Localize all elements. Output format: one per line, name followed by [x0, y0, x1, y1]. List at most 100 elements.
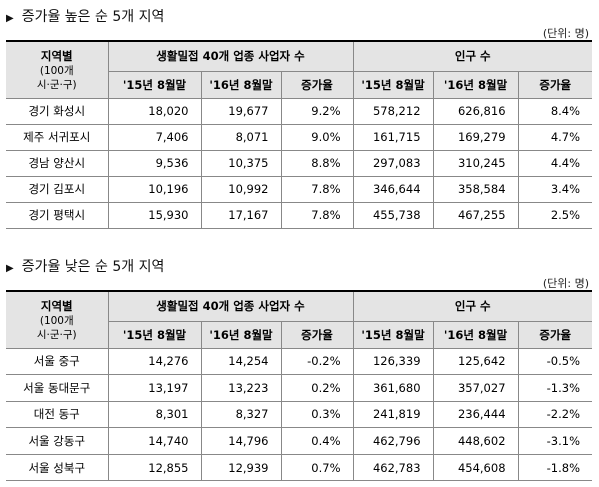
cell-value: 310,245: [432, 149, 519, 177]
region-name: 서울 성북구: [6, 453, 109, 482]
cell-value: 4.7%: [517, 123, 593, 151]
cell-value: 15,930: [107, 201, 202, 229]
region-name: 제주 서귀포시: [6, 123, 109, 151]
cell-value: 297,083: [352, 149, 434, 177]
data-row: 경기 화성시 18,020 19,677 9.2% 578,212 626,816 8.4%: [6, 97, 593, 125]
cell-value: 578,212: [352, 97, 434, 125]
data-row: 서울 성북구 12,855 12,939 0.7% 462,783 454,608 -1.8…: [6, 453, 593, 482]
cell-value: 8,301: [107, 400, 202, 429]
group-header: 생활밀접 40개 업종 사업자 수: [107, 290, 354, 322]
cell-value: 10,375: [200, 149, 282, 177]
cell-value: 17,167: [200, 201, 282, 229]
cell-value: 462,783: [352, 453, 434, 482]
region-name: 경기 김포시: [6, 175, 109, 203]
cell-value: 454,608: [432, 453, 519, 482]
unit-note: (단위: 명): [542, 277, 589, 290]
data-row: 서울 강동구 14,740 14,796 0.4% 462,796 448,602 -3.1…: [6, 427, 593, 455]
cell-value: 13,197: [107, 374, 202, 402]
cell-value: 125,642: [432, 347, 519, 376]
region-name: 서울 동대문구: [6, 374, 109, 402]
region-name: 경기 화성시: [6, 97, 109, 125]
cell-value: 455,738: [352, 201, 434, 229]
sub-header: '16년 8월말: [200, 70, 282, 99]
sub-header: '16년 8월말: [200, 320, 282, 349]
sub-header: '15년 8월말: [108, 320, 202, 349]
cell-value: -1.3%: [517, 374, 593, 402]
data-row: 경기 평택시 15,930 17,167 7.8% 455,738 467,255 2.5%: [6, 201, 593, 229]
cell-value: 14,276: [107, 347, 202, 376]
cell-value: -2.2%: [517, 400, 593, 429]
region-note: (100개: [39, 64, 74, 77]
region-note: 시·군·구): [36, 78, 77, 91]
sub-header: 증가율: [280, 320, 354, 349]
sub-header: 증가율: [517, 320, 593, 349]
unit-note: (단위: 명): [542, 27, 589, 40]
cell-value: 462,796: [352, 427, 434, 455]
cell-value: 12,855: [107, 453, 202, 482]
sub-header: '15년 8월말: [108, 70, 202, 99]
sub-header: 증가율: [280, 70, 354, 99]
region-name: 대전 동구: [6, 400, 109, 429]
region-note: (100개: [39, 314, 74, 327]
cell-value: 9,536: [107, 149, 202, 177]
title-text: 증가율 낮은 순 5개 지역: [21, 259, 165, 275]
header-row: 지역별 (100개 시·군·구) 생활밀접 40개 업종 사업자 수 인구 수: [6, 290, 593, 349]
sub-header: '15년 8월말: [352, 320, 434, 349]
cell-value: 7.8%: [280, 201, 354, 229]
data-row: 제주 서귀포시 7,406 8,071 9.0% 161,715 169,279 4.7%: [6, 123, 593, 151]
data-row: 서울 동대문구 13,197 13,223 0.2% 361,680 357,027 -1.…: [6, 374, 593, 402]
data-table: 지역별 (100개 시·군·구) 생활밀접 40개 업종 사업자 수 인구 수 '15년 …: [6, 290, 593, 482]
region-header: 지역별 (100개 시·군·구): [6, 40, 109, 99]
cell-value: 357,027: [432, 374, 519, 402]
data-table: 지역별 (100개 시·군·구) 생활밀접 40개 업종 사업자 수 인구 수 '15년 …: [6, 40, 593, 229]
sub-header: '16년 8월말: [432, 70, 519, 99]
cell-value: 7,406: [107, 123, 202, 151]
cell-value: 0.2%: [280, 374, 354, 402]
data-row: 경남 양산시 9,536 10,375 8.8% 297,083 310,245 4.4%: [6, 149, 593, 177]
data-row: 경기 김포시 10,196 10,992 7.8% 346,644 358,584 3.4%: [6, 175, 593, 203]
cell-value: -3.1%: [517, 427, 593, 455]
cell-value: 7.8%: [280, 175, 354, 203]
cell-value: 19,677: [200, 97, 282, 125]
cell-value: -1.8%: [517, 453, 593, 482]
cell-value: 12,939: [200, 453, 282, 482]
cell-value: 14,796: [200, 427, 282, 455]
cell-value: 0.3%: [280, 400, 354, 429]
cell-value: 3.4%: [517, 175, 593, 203]
cell-value: 358,584: [432, 175, 519, 203]
sub-header: '15년 8월말: [352, 70, 434, 99]
cell-value: 4.4%: [517, 149, 593, 177]
cell-value: 169,279: [432, 123, 519, 151]
cell-value: 14,254: [200, 347, 282, 376]
cell-value: 126,339: [352, 347, 434, 376]
subheader-row: '15년 8월말 '16년 8월말 증가율 '15년 8월말 '16년 8월말 증가율: [6, 320, 593, 349]
section-title: ▶ 증가율 높은 순 5개 지역: [6, 6, 164, 26]
cell-value: 236,444: [432, 400, 519, 429]
data-row: 서울 중구 14,276 14,254 -0.2% 126,339 125,642 -0.5…: [6, 347, 593, 376]
sub-header: 증가율: [517, 70, 593, 99]
cell-value: 346,644: [352, 175, 434, 203]
cell-value: -0.5%: [517, 347, 593, 376]
group-header: 인구 수: [352, 40, 593, 72]
header-row: 지역별 (100개 시·군·구) 생활밀접 40개 업종 사업자 수 인구 수: [6, 40, 593, 99]
cell-value: 467,255: [432, 201, 519, 229]
sub-header: '16년 8월말: [432, 320, 519, 349]
region-name: 경기 평택시: [6, 201, 109, 229]
cell-value: 13,223: [200, 374, 282, 402]
cell-value: 18,020: [107, 97, 202, 125]
arrow-icon: ▶: [6, 263, 14, 274]
cell-value: 241,819: [352, 400, 434, 429]
cell-value: 14,740: [107, 427, 202, 455]
section-title: ▶ 증가율 낮은 순 5개 지역: [6, 256, 164, 276]
cell-value: 161,715: [352, 123, 434, 151]
region-name: 서울 중구: [6, 347, 109, 376]
cell-value: 626,816: [432, 97, 519, 125]
region-name: 경남 양산시: [6, 149, 109, 177]
cell-value: 8,071: [200, 123, 282, 151]
group-header: 생활밀접 40개 업종 사업자 수: [107, 40, 354, 72]
title-text: 증가율 높은 순 5개 지역: [21, 9, 165, 25]
cell-value: 8.4%: [517, 97, 593, 125]
cell-value: 8.8%: [280, 149, 354, 177]
region-header: 지역별 (100개 시·군·구): [6, 290, 109, 349]
